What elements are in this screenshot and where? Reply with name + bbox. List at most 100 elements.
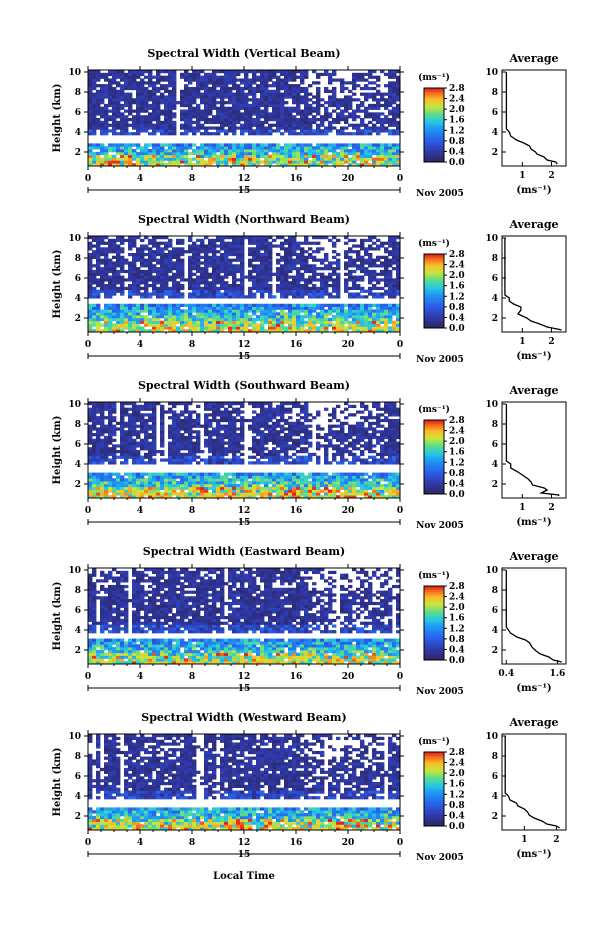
heatmap-cell [176,416,180,419]
heatmap-cell [320,124,324,127]
heatmap-cell [352,284,356,287]
heatmap-cell [196,318,200,321]
heatmap-cell [96,318,100,321]
heatmap-cell [392,290,396,293]
heatmap-cell [164,143,168,146]
heatmap-cell [264,126,268,129]
heatmap-cell [332,244,336,247]
heatmap-cell [140,292,144,295]
heatmap-cell [352,81,356,84]
heatmap-cell [164,107,168,110]
heatmap-cell [188,444,192,447]
heatmap-cell [196,478,200,481]
heatmap-cell [364,295,368,298]
heatmap-cell [124,124,128,127]
heatmap-cell [224,78,228,81]
heatmap-cell [344,98,348,101]
heatmap-cell [356,129,360,132]
heatmap-cell [280,158,284,161]
heatmap-cell [148,76,152,79]
heatmap-cell [284,287,288,290]
heatmap-cell [296,273,300,276]
heatmap-cell [120,422,124,425]
heatmap-cell [120,410,124,413]
heatmap-cell [88,158,92,161]
heatmap-cell [228,90,232,93]
heatmap-cell [132,318,136,321]
heatmap-cell [300,267,304,270]
heatmap-cell [204,247,208,250]
heatmap-cell [188,309,192,312]
heatmap-cell [176,456,180,459]
heatmap-cell [228,95,232,98]
heatmap-cell [188,318,192,321]
heatmap-cell [100,312,104,315]
heatmap-cell [260,129,264,132]
heatmap-cell [188,439,192,442]
heatmap-cell [144,473,148,476]
heatmap-cell [196,110,200,113]
heatmap-cell [192,273,196,276]
heatmap-cell [216,250,220,253]
heatmap-cell [328,239,332,242]
heatmap-cell [248,242,252,245]
heatmap-cell [88,307,92,310]
heatmap-cell [88,155,92,158]
heatmap-cell [168,267,172,270]
heatmap-cell [184,427,188,430]
heatmap-cell [268,132,272,135]
heatmap-cell [208,458,212,461]
heatmap-cell [152,239,156,242]
heatmap-cell [108,276,112,279]
heatmap-cell [264,81,268,84]
heatmap-cell [128,312,132,315]
heatmap-cell [308,264,312,267]
heatmap-cell [252,256,256,259]
heatmap-cell [176,433,180,436]
colorbar-segment [424,136,444,138]
heatmap-cell [388,264,392,267]
heatmap-cell [100,250,104,253]
heatmap-cell [248,239,252,242]
heatmap-cell [340,115,344,118]
heatmap-cell [384,309,388,312]
heatmap-cell [316,146,320,149]
heatmap-cell [100,318,104,321]
heatmap-cell [192,244,196,247]
heatmap-cell [268,247,272,250]
heatmap-cell [280,107,284,110]
heatmap-cell [208,281,212,284]
heatmap-cell [284,121,288,124]
heatmap-cell [280,304,284,307]
heatmap-cell [292,149,296,152]
heatmap-cell [132,239,136,242]
heatmap-cell [296,152,300,155]
heatmap-cell [388,253,392,256]
heatmap-cell [168,261,172,264]
heatmap-cell [364,84,368,87]
heatmap-cell [368,321,372,324]
heatmap-cell [160,98,164,101]
heatmap-cell [172,95,176,98]
heatmap-cell [348,304,352,307]
heatmap-cell [176,143,180,146]
heatmap-cell [128,492,132,495]
heatmap-cell [104,73,108,76]
heatmap-cell [232,276,236,279]
heatmap-cell [224,107,228,110]
heatmap-cell [352,78,356,81]
heatmap-cell [200,475,204,478]
heatmap-cell [160,129,164,132]
heatmap-cell [208,242,212,245]
heatmap-cell [100,95,104,98]
heatmap-cell [260,93,264,96]
heatmap-cell [312,290,316,293]
heatmap-cell [152,413,156,416]
heatmap-cell [264,118,268,121]
heatmap-cell [388,281,392,284]
heatmap-cell [380,315,384,318]
heatmap-cell [180,442,184,445]
heatmap-cell [120,478,124,481]
heatmap-cell [104,309,108,312]
heatmap-cell [300,292,304,295]
